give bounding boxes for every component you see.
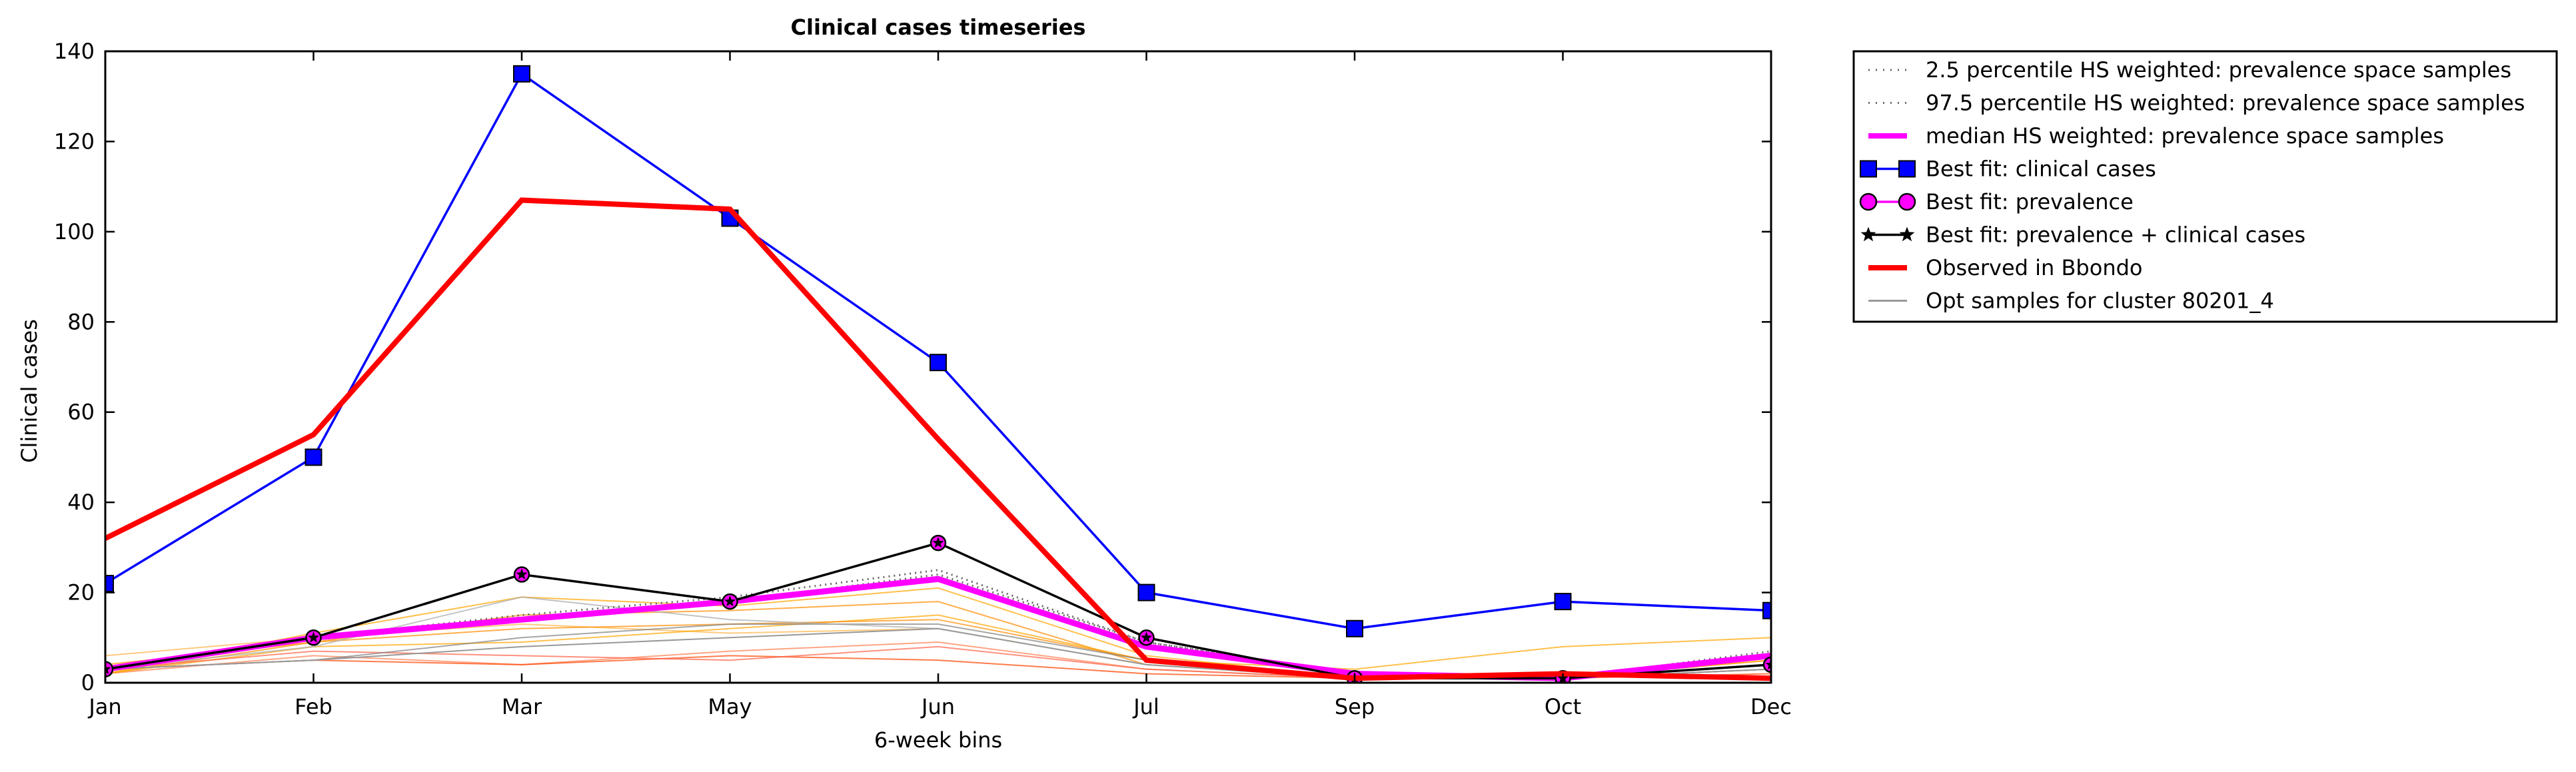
clinical-point	[1137, 583, 1155, 601]
legend-marker	[1898, 160, 1916, 178]
legend-marker	[1859, 193, 1878, 211]
y-tick-label: 100	[54, 219, 95, 244]
clinical-point	[305, 448, 322, 466]
legend: 2.5 percentile HS weighted: prevalence s…	[1852, 50, 2558, 323]
y-tick-label: 80	[67, 309, 95, 334]
both-point	[307, 631, 320, 643]
legend-marker	[1898, 193, 1916, 211]
x-tick-label: Feb	[295, 694, 332, 719]
both-point	[1140, 631, 1153, 643]
legend-label: Best fit: prevalence	[1926, 189, 2134, 214]
observed-line	[105, 197, 1771, 681]
legend-marker	[1860, 160, 1877, 178]
x-tick-label: Jul	[1132, 694, 1159, 719]
legend-box	[1852, 50, 2558, 323]
sample-line	[105, 596, 1771, 679]
y-tick-label: 40	[67, 490, 95, 515]
legend-item: Observed in Bbondo	[1868, 255, 2142, 280]
legend-item: Best fit: prevalence	[1859, 189, 2134, 214]
legend-label: 2.5 percentile HS weighted: prevalence s…	[1926, 57, 2511, 83]
legend-label: median HS weighted: prevalence space sam…	[1926, 123, 2444, 149]
legend-label: Observed in Bbondo	[1926, 255, 2142, 280]
clinical-point	[930, 354, 947, 372]
x-axis-label: 6-week bins	[874, 727, 1002, 753]
both-point	[932, 537, 944, 548]
legend-item: Best fit: prevalence + clinical cases	[1860, 222, 2305, 248]
plot-area	[105, 65, 1771, 683]
both-point	[105, 663, 111, 674]
clinical-point	[105, 575, 114, 593]
x-tick-label: Mar	[502, 694, 542, 719]
y-axis-label: Clinical cases	[17, 319, 42, 463]
x-tick-label: Jun	[920, 694, 955, 719]
x-tick-label: May	[708, 694, 752, 719]
sample-line	[105, 614, 1771, 675]
x-tick-label: Sep	[1335, 694, 1375, 719]
legend-marker	[1860, 226, 1876, 242]
both-point	[516, 568, 528, 579]
chart-title: Clinical cases timeseries	[791, 15, 1086, 40]
legend-item: Opt samples for cluster 80201_4	[1868, 288, 2274, 314]
x-tick-label: Jan	[87, 694, 121, 719]
legend-label: Opt samples for cluster 80201_4	[1926, 288, 2274, 314]
both-point	[1765, 658, 1771, 670]
legend-item: Best fit: clinical cases	[1860, 157, 2156, 182]
legend-label: Best fit: clinical cases	[1926, 157, 2156, 182]
clinical-point	[1346, 619, 1363, 637]
legend-label: 97.5 percentile HS weighted: prevalence …	[1926, 91, 2525, 116]
legend-item: median HS weighted: prevalence space sam…	[1868, 123, 2444, 149]
clinical-point	[1554, 593, 1572, 611]
y-tick-label: 140	[54, 39, 95, 64]
y-tick-label: 0	[81, 670, 95, 695]
axes: 0 20 40 60 80 100 120 140 Jan Feb Mar May Jun Jul Sep O…	[54, 39, 1792, 719]
legend-marker	[1899, 226, 1915, 242]
legend-label: Best fit: prevalence + clinical cases	[1926, 222, 2305, 248]
legend-item: 2.5 percentile HS weighted: prevalence s…	[1868, 57, 2511, 83]
y-tick-label: 20	[67, 580, 95, 605]
y-tick-label: 60	[67, 400, 95, 425]
legend-item: 97.5 percentile HS weighted: prevalence …	[1868, 91, 2525, 116]
clinical-point	[1762, 601, 1771, 619]
both-point	[724, 595, 736, 607]
x-tick-label: Oct	[1545, 694, 1581, 719]
x-tick-label: Dec	[1750, 694, 1792, 719]
clinical-point	[513, 65, 530, 83]
y-tick-label: 120	[54, 129, 95, 154]
